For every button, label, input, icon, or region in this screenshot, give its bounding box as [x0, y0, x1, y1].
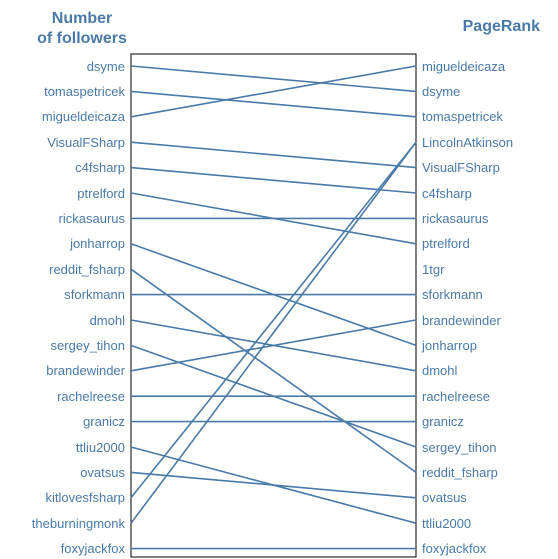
- left-label: brandewinder: [46, 363, 125, 378]
- slope-line: [131, 168, 416, 193]
- left-label: granicz: [83, 414, 125, 429]
- right-label: foxyjackfox: [422, 541, 486, 556]
- right-label: rickasaurus: [422, 211, 488, 226]
- right-label: jonharrop: [422, 338, 477, 353]
- left-label: VisualFSharp: [47, 135, 125, 150]
- slope-line: [131, 91, 416, 116]
- left-label: tomaspetricek: [44, 84, 125, 99]
- right-label: sergey_tihon: [422, 440, 496, 455]
- right-label: VisualFSharp: [422, 160, 500, 175]
- left-label: reddit_fsharp: [49, 262, 125, 277]
- right-label: sforkmann: [422, 287, 483, 302]
- left-label: migueldeicaza: [42, 109, 125, 124]
- right-label: reddit_fsharp: [422, 465, 498, 480]
- slope-line: [131, 472, 416, 497]
- left-label: rickasaurus: [59, 211, 125, 226]
- slope-line: [131, 66, 416, 91]
- right-label: dmohl: [422, 363, 457, 378]
- slope-line: [131, 142, 416, 523]
- left-axis-title-line2: of followers: [22, 30, 142, 48]
- left-label: jonharrop: [70, 236, 125, 251]
- slope-line: [131, 142, 416, 167]
- chart-frame: [131, 54, 416, 557]
- left-label: dsyme: [87, 59, 125, 74]
- right-axis-title: PageRank: [463, 18, 540, 36]
- left-axis-title-line1: Number: [32, 10, 132, 28]
- left-label: kitlovesfsharp: [46, 490, 125, 505]
- right-label: c4fsharp: [422, 186, 472, 201]
- right-label: brandewinder: [422, 313, 501, 328]
- left-label: ptrelford: [77, 186, 125, 201]
- left-label: ovatsus: [80, 465, 125, 480]
- slopegraph-chart: Number of followers PageRank dsyme tomasp…: [0, 0, 558, 559]
- left-label: sergey_tihon: [51, 338, 125, 353]
- left-label: rachelreese: [57, 389, 125, 404]
- right-label: rachelreese: [422, 389, 490, 404]
- slope-line: [131, 66, 416, 117]
- right-label: ovatsus: [422, 490, 467, 505]
- left-label: theburningmonk: [32, 516, 125, 531]
- right-label: ttliu2000: [422, 516, 471, 531]
- left-label: foxyjackfox: [61, 541, 125, 556]
- right-label: dsyme: [422, 84, 460, 99]
- left-label: dmohl: [90, 313, 125, 328]
- right-label: LincolnAtkinson: [422, 135, 513, 150]
- right-label: ptrelford: [422, 236, 470, 251]
- left-label: c4fsharp: [75, 160, 125, 175]
- left-label: ttliu2000: [76, 440, 125, 455]
- left-label: sforkmann: [64, 287, 125, 302]
- slope-line: [131, 142, 416, 498]
- right-label: tomaspetricek: [422, 109, 503, 124]
- slope-line: [131, 269, 416, 472]
- right-label: granicz: [422, 414, 464, 429]
- right-label: 1tgr: [422, 262, 444, 277]
- right-label: migueldeicaza: [422, 59, 505, 74]
